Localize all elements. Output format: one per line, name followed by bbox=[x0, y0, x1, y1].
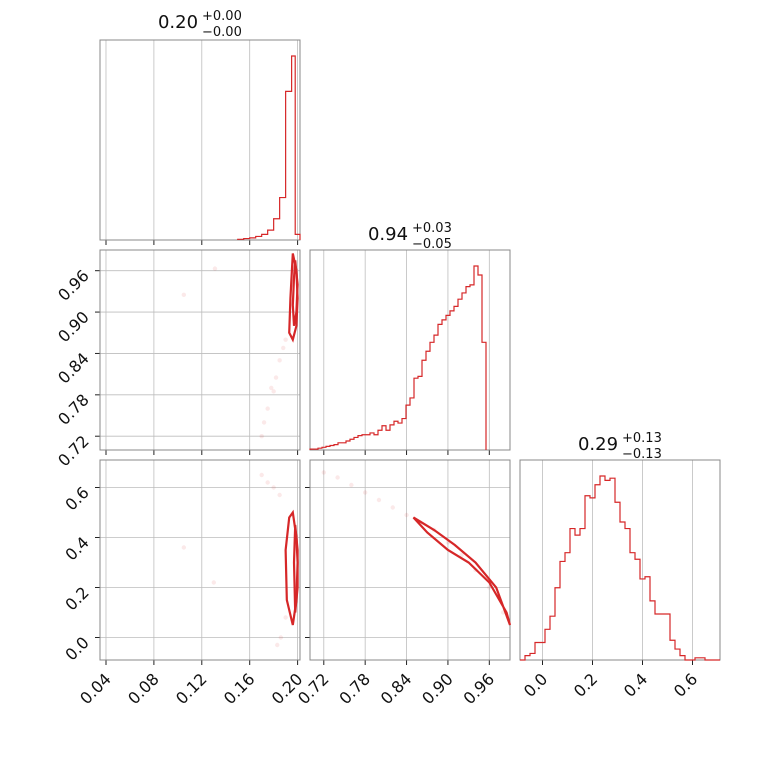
y-tick-label: 0.96 bbox=[54, 266, 93, 305]
panel-title-plus-3: +0.13 bbox=[622, 431, 662, 446]
y-tick-label: 0.90 bbox=[54, 307, 93, 346]
scatter-point bbox=[269, 385, 274, 391]
panel-frame bbox=[309, 249, 511, 451]
scatter-point bbox=[390, 505, 395, 510]
scatter-point bbox=[211, 580, 216, 585]
panel-frame bbox=[99, 459, 301, 661]
y-tick-label: 0.2 bbox=[61, 583, 92, 614]
panel-1-0 bbox=[95, 249, 301, 455]
panel-title-minus-1: −0.00 bbox=[202, 25, 242, 40]
x-tick-label: 0.04 bbox=[76, 669, 115, 708]
x-tick-label: 0.96 bbox=[460, 669, 499, 708]
scatter-point bbox=[271, 485, 276, 490]
contour-line bbox=[292, 524, 299, 613]
scatter-point bbox=[278, 635, 284, 640]
panel-2-0 bbox=[95, 459, 301, 665]
x-tick-label: 0.4 bbox=[620, 669, 651, 700]
x-tick-label: 0.2 bbox=[570, 669, 601, 700]
scatter-point bbox=[275, 642, 280, 648]
scatter-point bbox=[265, 480, 270, 485]
scatter-point bbox=[181, 292, 187, 298]
scatter-point bbox=[273, 375, 279, 380]
panel-frame bbox=[99, 249, 301, 451]
x-tick-label: 0.72 bbox=[294, 669, 333, 708]
scatter-point bbox=[259, 434, 264, 439]
hist-series-2 bbox=[309, 265, 487, 450]
y-tick-label: 0.78 bbox=[54, 390, 93, 429]
scatter-point bbox=[281, 345, 286, 351]
scatter-point bbox=[321, 470, 326, 475]
x-tick-label: 0.6 bbox=[670, 669, 701, 700]
panel-title-minus-3: −0.13 bbox=[622, 447, 662, 462]
scatter-point bbox=[277, 358, 282, 363]
panel-0-0 bbox=[99, 39, 301, 245]
x-tick-label: 0.16 bbox=[220, 669, 259, 708]
panel-title-1: 0.20 bbox=[158, 12, 198, 33]
scatter-point bbox=[335, 475, 340, 480]
x-tick-label: 0.78 bbox=[335, 669, 374, 708]
scatter-point bbox=[212, 266, 218, 271]
panel-title-2: 0.94 bbox=[368, 224, 408, 245]
y-tick-label: 0.84 bbox=[54, 349, 93, 388]
scatter-point bbox=[283, 337, 288, 342]
contour-line bbox=[291, 260, 299, 327]
panel-frame bbox=[309, 459, 511, 661]
contour-line bbox=[412, 516, 512, 626]
panel-1-1 bbox=[309, 249, 511, 455]
x-tick-label: 0.08 bbox=[124, 669, 163, 708]
x-tick-label: 0.0 bbox=[520, 669, 551, 700]
hist-series-1 bbox=[237, 55, 301, 240]
scatter-point bbox=[362, 490, 368, 495]
panel-title-plus-1: +0.00 bbox=[202, 9, 242, 24]
scatter-point bbox=[271, 389, 276, 394]
scatter-point bbox=[259, 472, 264, 478]
x-tick-label: 0.12 bbox=[172, 669, 211, 708]
y-tick-label: 0.0 bbox=[61, 633, 92, 664]
y-tick-label: 0.72 bbox=[54, 432, 93, 471]
panel-title-3: 0.29 bbox=[578, 434, 618, 455]
scatter-point bbox=[265, 406, 270, 411]
panel-frame bbox=[519, 459, 721, 661]
scatter-point bbox=[283, 615, 288, 620]
y-tick-label: 0.6 bbox=[61, 483, 92, 514]
panel-title-plus-2: +0.03 bbox=[412, 221, 452, 236]
panel-2-2 bbox=[519, 459, 721, 665]
scatter-point bbox=[277, 492, 282, 498]
panel-frame bbox=[99, 39, 301, 241]
panel-title-minus-2: −0.05 bbox=[412, 237, 452, 252]
scatter-point bbox=[261, 420, 267, 425]
y-tick-label: 0.4 bbox=[61, 533, 92, 564]
scatter-point bbox=[404, 512, 409, 518]
x-tick-label: 0.84 bbox=[377, 669, 416, 708]
scatter-point bbox=[376, 497, 382, 503]
hist-series-3 bbox=[520, 475, 720, 661]
scatter-point bbox=[349, 482, 354, 488]
x-tick-label: 0.90 bbox=[418, 669, 457, 708]
scatter-point bbox=[181, 545, 187, 550]
panel-2-1 bbox=[305, 459, 512, 665]
scatter-point bbox=[459, 552, 464, 558]
